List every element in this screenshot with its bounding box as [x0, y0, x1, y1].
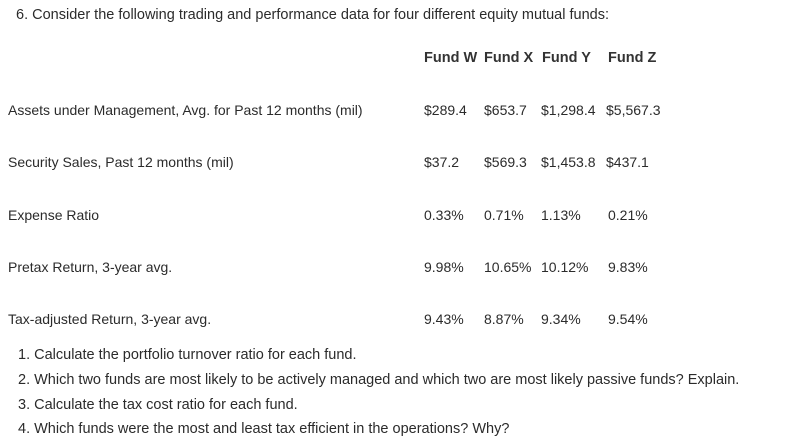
header-fund-z: Fund Z: [608, 50, 657, 66]
cell-sales-y: $1,453.8: [541, 154, 596, 170]
header-fund-w: Fund W: [424, 50, 478, 66]
cell-pretax-w: 9.98%: [424, 259, 464, 275]
row-label-pretax: Pretax Return, 3-year avg.: [8, 259, 173, 275]
cell-taxadj-x: 8.87%: [484, 311, 524, 327]
cell-pretax-x: 10.65%: [484, 259, 532, 275]
cell-expense-z: 0.21%: [608, 207, 648, 223]
cell-pretax-y: 10.12%: [541, 259, 589, 275]
question-2: 2. Which two funds are most likely to be…: [18, 372, 740, 388]
cell-pretax-z: 9.83%: [608, 259, 648, 275]
cell-assets-y: $1,298.4: [541, 102, 596, 118]
header-fund-x: Fund X: [484, 50, 534, 66]
question-1: 1. Calculate the portfolio turnover rati…: [18, 347, 357, 363]
header-fund-y: Fund Y: [542, 50, 591, 66]
cell-sales-w: $37.2: [424, 154, 460, 170]
cell-taxadj-y: 9.34%: [541, 311, 581, 327]
row-label-expense: Expense Ratio: [8, 207, 100, 223]
cell-taxadj-w: 9.43%: [424, 311, 464, 327]
cell-assets-w: $289.4: [424, 102, 467, 118]
cell-expense-x: 0.71%: [484, 207, 524, 223]
cell-taxadj-z: 9.54%: [608, 311, 648, 327]
cell-expense-y: 1.13%: [541, 207, 581, 223]
cell-sales-z: $437.1: [606, 154, 649, 170]
question-3: 3. Calculate the tax cost ratio for each…: [18, 397, 298, 413]
row-label-taxadj: Tax-adjusted Return, 3-year avg.: [8, 311, 212, 327]
row-label-assets: Assets under Management, Avg. for Past 1…: [8, 102, 363, 118]
cell-expense-w: 0.33%: [424, 207, 464, 223]
question-4: 4. Which funds were the most and least t…: [18, 421, 510, 437]
problem-intro: 6. Consider the following trading and pe…: [16, 7, 609, 23]
row-label-sales: Security Sales, Past 12 months (mil): [8, 154, 234, 170]
cell-assets-x: $653.7: [484, 102, 527, 118]
cell-sales-x: $569.3: [484, 154, 527, 170]
cell-assets-z: $5,567.3: [606, 102, 661, 118]
